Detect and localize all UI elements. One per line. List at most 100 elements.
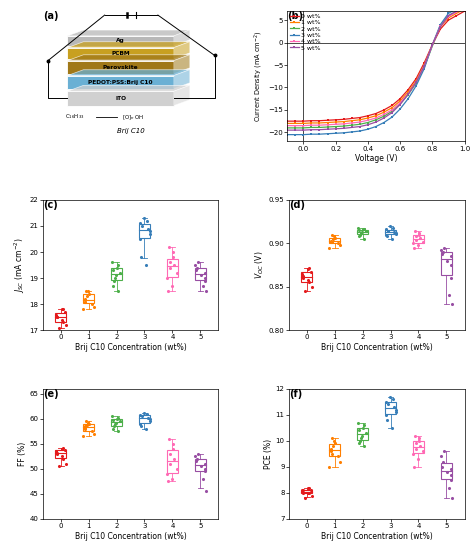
Point bbox=[114, 287, 122, 296]
Point bbox=[301, 494, 309, 503]
Point bbox=[113, 415, 120, 424]
5 wt% bbox=[413, 79, 419, 85]
3 wt% bbox=[373, 123, 379, 130]
Point bbox=[142, 424, 149, 433]
0 wt% bbox=[357, 114, 363, 121]
Polygon shape bbox=[67, 61, 174, 74]
2 wt% bbox=[357, 121, 363, 128]
Point bbox=[356, 436, 364, 445]
Text: ITO: ITO bbox=[115, 96, 126, 101]
Point bbox=[85, 289, 93, 298]
Point bbox=[415, 240, 422, 249]
0 wt% bbox=[373, 110, 379, 117]
5 wt% bbox=[454, 8, 459, 15]
1 wt% bbox=[349, 117, 355, 124]
Point bbox=[90, 429, 98, 438]
Point bbox=[113, 263, 120, 272]
Point bbox=[80, 305, 87, 314]
Polygon shape bbox=[67, 70, 190, 75]
Point bbox=[171, 261, 178, 270]
5 wt% bbox=[389, 109, 395, 116]
Text: (f): (f) bbox=[289, 389, 302, 399]
Point bbox=[356, 226, 363, 235]
Point bbox=[383, 416, 391, 425]
3 wt% bbox=[325, 131, 330, 137]
1 wt% bbox=[365, 114, 371, 121]
Point bbox=[307, 486, 315, 495]
2 wt% bbox=[397, 101, 403, 108]
Point bbox=[108, 412, 115, 421]
4 wt% bbox=[373, 114, 379, 121]
Point bbox=[360, 441, 368, 450]
Point bbox=[60, 318, 67, 327]
2 wt% bbox=[292, 124, 298, 131]
Point bbox=[109, 266, 117, 275]
Point bbox=[358, 228, 366, 237]
Point bbox=[201, 464, 209, 473]
2 wt% bbox=[325, 124, 330, 131]
Point bbox=[328, 238, 336, 247]
Point bbox=[441, 243, 448, 252]
1 wt% bbox=[389, 104, 395, 111]
Line: 4 wt%: 4 wt% bbox=[286, 6, 466, 127]
Point bbox=[109, 281, 116, 290]
Point bbox=[326, 463, 333, 472]
Point bbox=[308, 491, 316, 500]
5 wt% bbox=[381, 114, 387, 121]
Point bbox=[201, 273, 209, 282]
4 wt% bbox=[446, 13, 451, 20]
Point bbox=[382, 230, 390, 239]
2 wt% bbox=[438, 22, 443, 29]
1 wt% bbox=[454, 10, 459, 17]
Point bbox=[169, 439, 177, 448]
0 wt% bbox=[381, 107, 387, 113]
Point bbox=[447, 261, 455, 270]
5 wt% bbox=[301, 127, 306, 133]
Point bbox=[306, 488, 313, 497]
Bar bbox=[385, 402, 396, 414]
Point bbox=[389, 395, 396, 403]
0 wt% bbox=[349, 115, 355, 122]
Point bbox=[193, 263, 201, 272]
Point bbox=[84, 418, 92, 427]
Point bbox=[390, 402, 398, 411]
0 wt% bbox=[325, 117, 330, 124]
Point bbox=[61, 307, 69, 316]
Point bbox=[116, 268, 124, 277]
4 wt% bbox=[381, 111, 387, 118]
Point bbox=[307, 267, 315, 276]
Point bbox=[164, 287, 172, 296]
Point bbox=[331, 234, 339, 243]
Point bbox=[410, 449, 417, 458]
Bar bbox=[329, 238, 340, 243]
1 wt% bbox=[429, 41, 435, 48]
Point bbox=[410, 463, 418, 472]
2 wt% bbox=[317, 124, 322, 131]
Point bbox=[111, 419, 119, 428]
Point bbox=[166, 263, 173, 272]
Bar bbox=[139, 224, 150, 238]
Point bbox=[201, 459, 209, 468]
Point bbox=[299, 488, 307, 497]
Point bbox=[62, 320, 70, 329]
Point bbox=[83, 420, 91, 429]
4 wt% bbox=[333, 121, 338, 128]
Point bbox=[330, 436, 338, 445]
5 wt% bbox=[405, 91, 411, 98]
Point bbox=[109, 415, 117, 424]
2 wt% bbox=[405, 92, 411, 98]
Bar bbox=[413, 235, 424, 243]
Point bbox=[82, 424, 89, 433]
Point bbox=[356, 230, 364, 239]
4 wt% bbox=[357, 119, 363, 126]
Point bbox=[304, 483, 312, 492]
0 wt% bbox=[341, 116, 346, 123]
Point bbox=[164, 273, 171, 282]
Point bbox=[82, 297, 89, 306]
5 wt% bbox=[446, 12, 451, 19]
4 wt% bbox=[309, 122, 314, 128]
4 wt% bbox=[317, 122, 322, 128]
1 wt% bbox=[301, 120, 306, 127]
Point bbox=[410, 239, 417, 248]
3 wt% bbox=[349, 128, 355, 135]
